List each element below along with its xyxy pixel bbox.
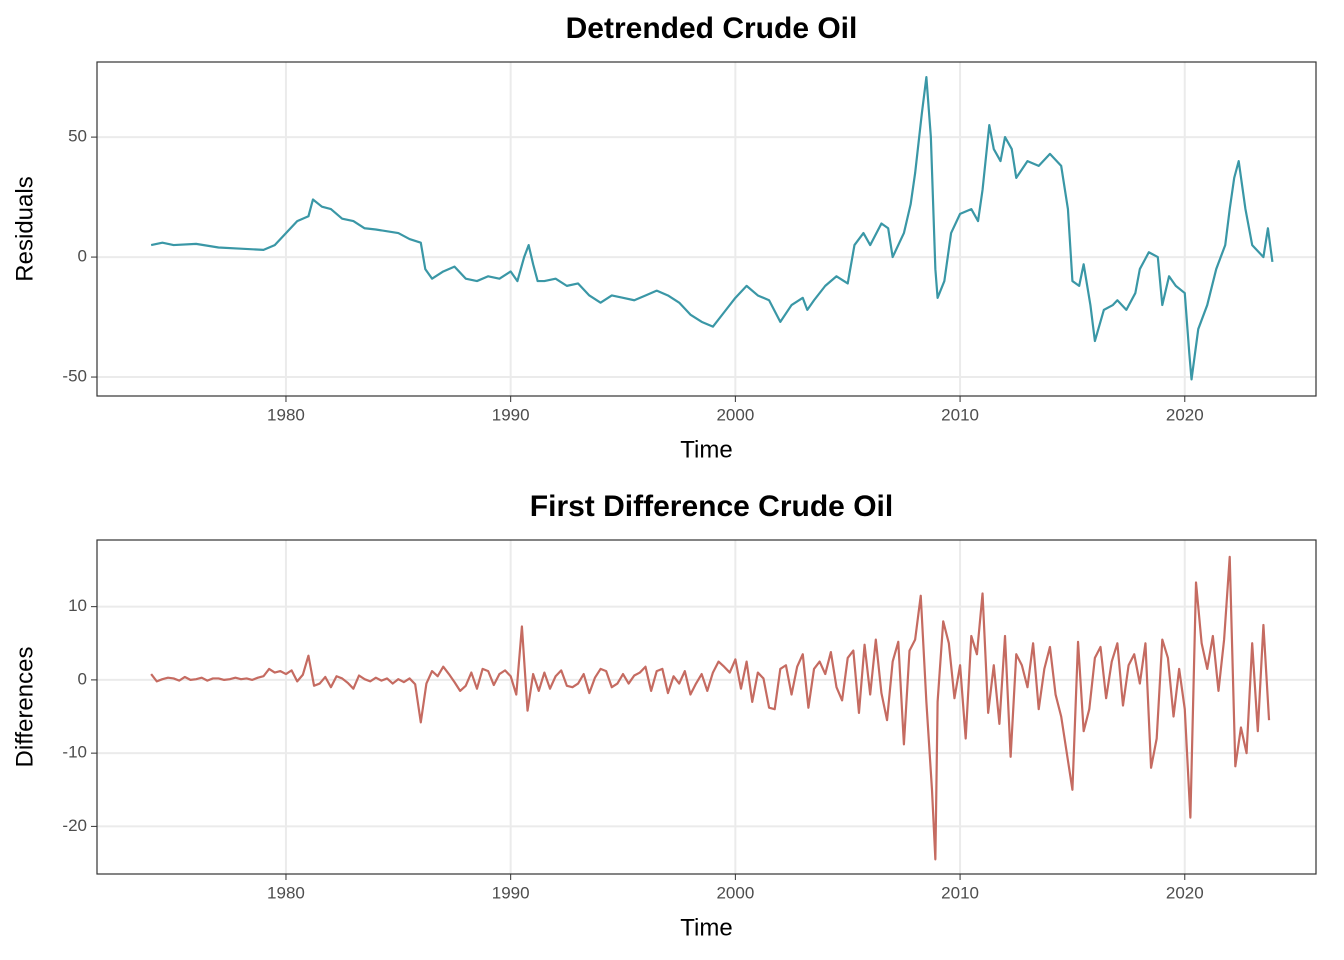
y-tick-label: -10: [62, 743, 87, 762]
x-tick-label: 2010: [941, 883, 979, 902]
y-tick-label: -50: [62, 367, 87, 386]
y-axis-label: Differences: [11, 647, 38, 768]
y-tick-label: 10: [68, 596, 87, 615]
x-tick-label: 1980: [267, 883, 305, 902]
chart-title: First Difference Crude Oil: [530, 490, 893, 523]
y-tick-label: 50: [68, 127, 87, 146]
x-tick-label: 2020: [1166, 405, 1204, 424]
x-tick-label: 2010: [941, 405, 979, 424]
data-line: [150, 76, 1274, 381]
y-tick-label: 0: [78, 669, 87, 688]
x-tick-label: 2020: [1166, 883, 1204, 902]
x-axis-label: Time: [680, 914, 732, 941]
x-axis-label: Time: [680, 436, 732, 463]
y-tick-label: -20: [62, 816, 87, 835]
plot-background: [97, 62, 1316, 396]
plot-background: [97, 540, 1316, 874]
x-tick-label: 2000: [716, 405, 754, 424]
x-tick-label: 1990: [492, 883, 530, 902]
x-tick-label: 1990: [492, 405, 530, 424]
x-tick-label: 1980: [267, 405, 305, 424]
plot-border: [96, 61, 1317, 397]
data-line: [150, 555, 1271, 861]
plot-border: [96, 539, 1317, 875]
x-tick-label: 2000: [716, 883, 754, 902]
y-tick-label: 0: [78, 247, 87, 266]
chart-title: Detrended Crude Oil: [566, 12, 858, 45]
y-axis-label: Residuals: [11, 176, 38, 281]
